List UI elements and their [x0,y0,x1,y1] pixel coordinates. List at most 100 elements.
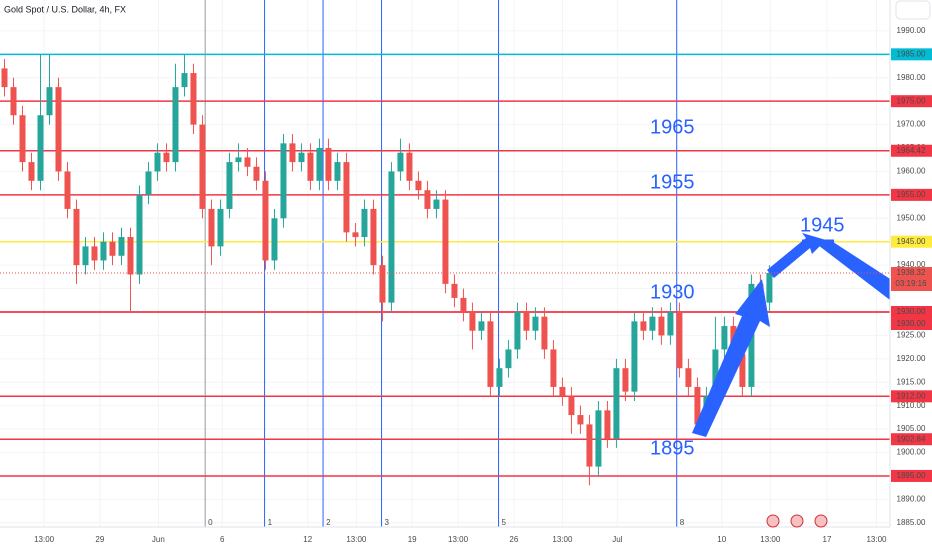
candle-body [361,208,368,238]
last-price-label: 1938.32 [897,268,926,277]
y-tick-label: 1950.00 [897,213,926,222]
candle-body [307,152,314,181]
candle-body [640,321,647,331]
level-label: 1975.00 [897,96,926,105]
x-tick-label: 13:00 [34,535,55,544]
candle-body [262,180,269,261]
candle-body [379,265,386,303]
candle-body [163,152,170,163]
candle-body [136,194,143,275]
event-icons [766,514,828,528]
candle-body [388,171,395,303]
y-tick-label: 1990.00 [897,26,926,35]
candle-body [631,321,638,392]
level-label-box [891,144,932,157]
y-tick-label: 1970.00 [897,120,926,129]
candle-body [766,273,773,303]
candle-body [181,73,188,88]
event-icon[interactable] [814,514,828,528]
candle-body [37,115,44,181]
candle-body [28,162,35,181]
candle-body [604,410,611,439]
x-tick-label: 29 [95,535,104,544]
candle-body [145,171,152,195]
candle-body [235,157,242,163]
candle-body [370,208,377,266]
candle-body [649,316,656,331]
annotation: 1945 [800,214,845,236]
candle-body [298,152,305,163]
x-tick-label: 10 [717,535,726,544]
candle-body [685,368,692,387]
chart-title: Gold Spot / U.S. Dollar, 4h, FX [4,4,126,14]
event-icon[interactable] [790,514,804,528]
candle-body [397,152,404,172]
candle-body [91,246,98,261]
x-tick-label: Jun [152,535,165,544]
candle-body [406,152,413,181]
countdown-label: 03:19:16 [895,279,927,288]
level-label-box [891,305,932,318]
candle-body [577,415,584,425]
candle-body [586,424,593,467]
candle-body [424,190,431,209]
vertical-line-label: 5 [502,518,507,527]
candle-body [334,162,341,181]
candle-body [712,349,719,397]
candle-body [199,124,206,209]
level-label-box [891,433,932,446]
candle-body [208,208,215,247]
level-label: 1964.42 [897,146,926,155]
candle-body [325,148,332,181]
y-tick-label: 1920.00 [897,354,926,363]
event-icon[interactable] [766,514,780,528]
level-label: 1895.00 [897,471,926,480]
vertical-line-label: 0 [208,518,213,527]
annotation: 1930 [650,281,695,303]
candle-body [532,316,539,331]
candle-body [442,199,449,284]
x-tick-label: 13:00 [866,535,887,544]
candle-body [496,368,503,387]
x-tick-label: Jul [612,535,622,544]
level-label-box [891,469,932,482]
y-tick-label: 1940.00 [897,260,926,269]
annotation: 1895 [650,437,695,459]
candle-body [352,232,359,238]
candle-body [280,143,287,219]
candle-body [316,148,323,181]
candle-body [622,368,629,392]
y-tick-label: 1925.00 [897,331,926,340]
candle-body [478,321,485,331]
annotation: 1955 [650,171,695,193]
candle-body [595,410,602,467]
candle-body [19,115,26,163]
level-label-box [891,95,932,108]
y-tick-label: 1900.00 [897,448,926,457]
candle-body [73,208,80,266]
level-label-box [891,317,932,330]
x-tick-label: 6 [220,535,225,544]
candle-body [505,349,512,369]
candle-body [271,218,278,261]
candle-body [415,180,422,191]
candle-body [433,199,440,209]
last-price-box [891,267,932,292]
x-tick-label: 13:00 [552,535,573,544]
candle-body [55,87,62,172]
candle-body [109,241,116,256]
y-tick-label: 1980.00 [897,73,926,82]
level-label: 1930.00 [897,319,926,328]
candle-body [487,321,494,387]
candle-body [721,326,728,350]
level-label: 1945.00 [897,237,926,246]
x-tick-label: 19 [408,535,417,544]
level-label: 1955.00 [897,190,926,199]
candle-body [451,283,458,298]
settings-button[interactable] [895,0,931,20]
y-tick-label: 1890.00 [897,494,926,503]
level-label: 1930.00 [897,307,926,316]
candle-body [190,73,197,125]
candle-body [694,386,701,425]
